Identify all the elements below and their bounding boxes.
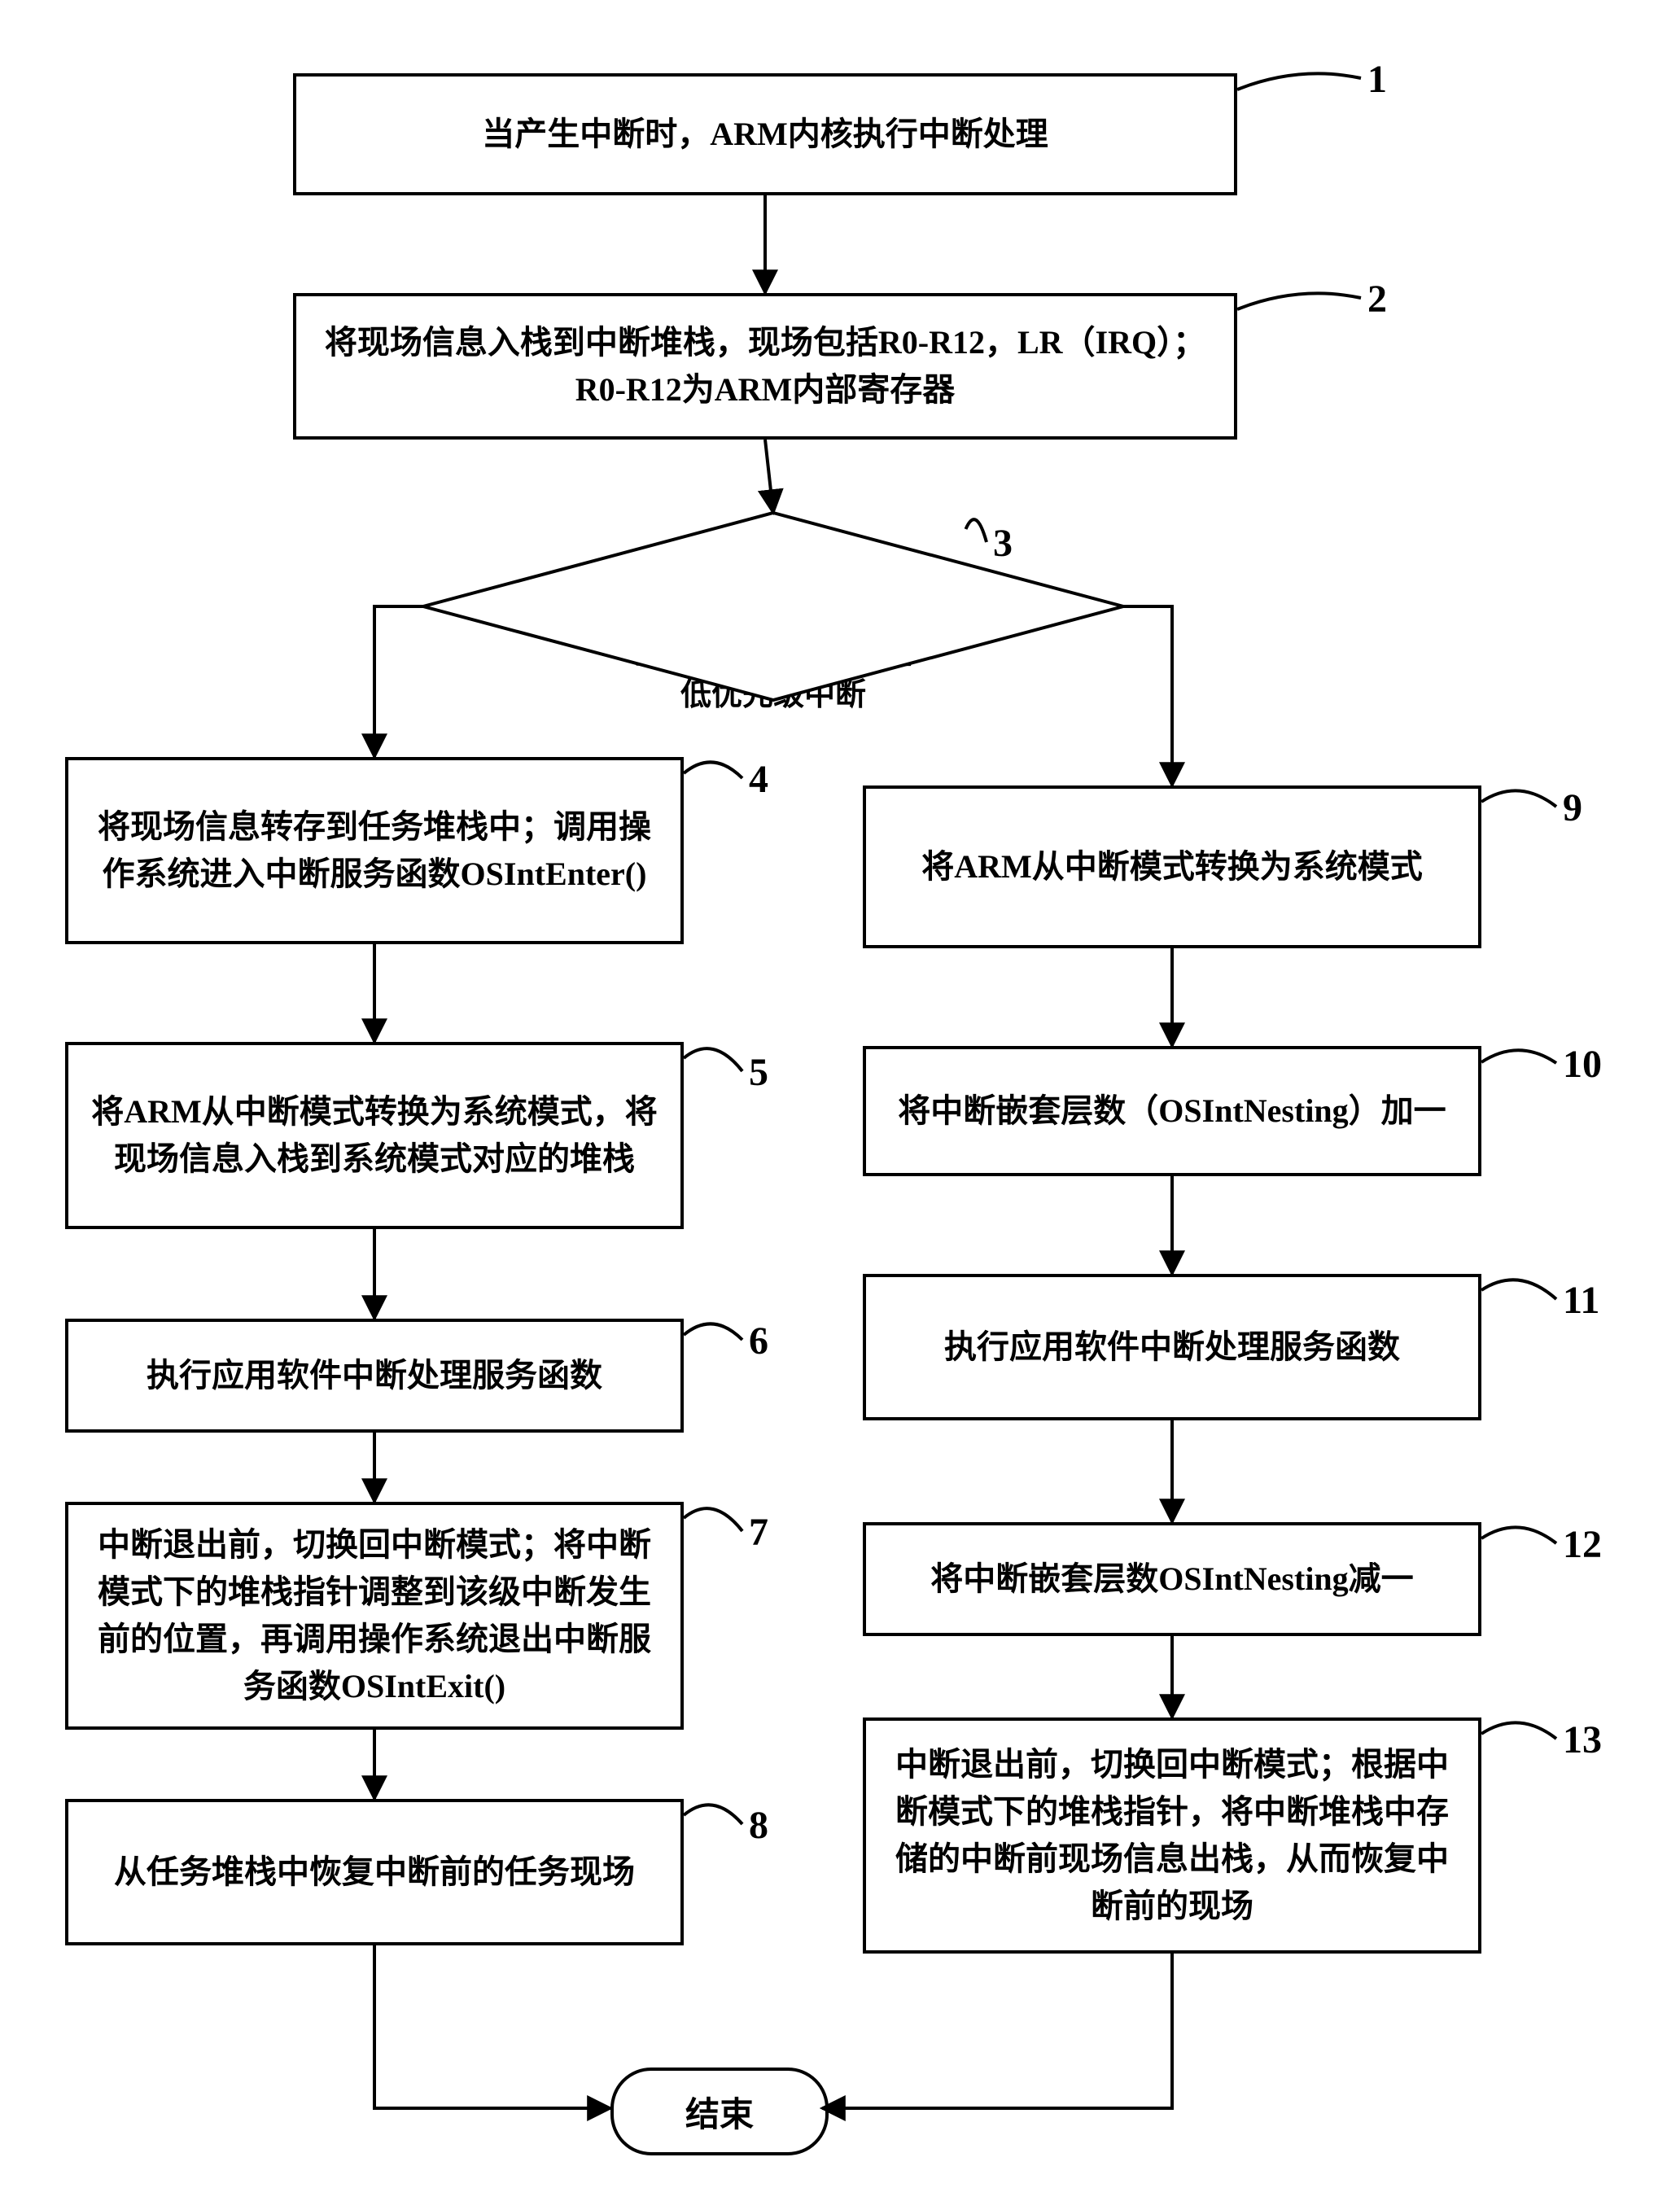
decision-text: 被中断 的对象是否任务还是 低优先级中断 xyxy=(505,549,1042,758)
label-11: 11 xyxy=(1563,1278,1599,1323)
label-2: 2 xyxy=(1367,277,1387,322)
node-4-text: 将现场信息转存到任务堆栈中；调用操作系统进入中断服务函数OSIntEnter() xyxy=(88,803,661,898)
label-13: 13 xyxy=(1563,1717,1602,1762)
node-5-text: 将ARM从中断模式转换为系统模式，将现场信息入栈到系统模式对应的堆栈 xyxy=(88,1088,661,1183)
node-1-text: 当产生中断时，ARM内核执行中断处理 xyxy=(482,111,1048,158)
node-9-text: 将ARM从中断模式转换为系统模式 xyxy=(921,843,1423,890)
label-9: 9 xyxy=(1563,785,1582,830)
label-5: 5 xyxy=(749,1050,768,1095)
terminator-end-text: 结束 xyxy=(685,2087,754,2137)
node-8: 从任务堆栈中恢复中断前的任务现场 xyxy=(65,1799,684,1945)
terminator-end: 结束 xyxy=(610,2068,829,2155)
label-12: 12 xyxy=(1563,1522,1602,1567)
node-9: 将ARM从中断模式转换为系统模式 xyxy=(863,785,1481,948)
node-10-text: 将中断嵌套层数（OSIntNesting）加一 xyxy=(898,1087,1446,1135)
node-2: 将现场信息入栈到中断堆栈，现场包括R0-R12，LR（IRQ）；R0-R12为A… xyxy=(293,293,1237,440)
node-13-text: 中断退出前，切换回中断模式；根据中断模式下的堆栈指针，将中断堆栈中存储的中断前现… xyxy=(886,1741,1459,1930)
node-12-text: 将中断嵌套层数OSIntNesting减一 xyxy=(930,1556,1413,1603)
label-4: 4 xyxy=(749,757,768,802)
node-6-text: 执行应用软件中断处理服务函数 xyxy=(147,1352,602,1399)
node-11-text: 执行应用软件中断处理服务函数 xyxy=(944,1324,1400,1371)
node-1: 当产生中断时，ARM内核执行中断处理 xyxy=(293,73,1237,195)
label-1: 1 xyxy=(1367,57,1387,102)
label-8: 8 xyxy=(749,1803,768,1848)
node-7-text: 中断退出前，切换回中断模式；将中断模式下的堆栈指针调整到该级中断发生前的位置，再… xyxy=(88,1521,661,1710)
node-12: 将中断嵌套层数OSIntNesting减一 xyxy=(863,1522,1481,1636)
node-10: 将中断嵌套层数（OSIntNesting）加一 xyxy=(863,1046,1481,1176)
label-10: 10 xyxy=(1563,1042,1602,1087)
node-6: 执行应用软件中断处理服务函数 xyxy=(65,1319,684,1433)
node-11: 执行应用软件中断处理服务函数 xyxy=(863,1274,1481,1420)
node-5: 将ARM从中断模式转换为系统模式，将现场信息入栈到系统模式对应的堆栈 xyxy=(65,1042,684,1229)
node-4: 将现场信息转存到任务堆栈中；调用操作系统进入中断服务函数OSIntEnter() xyxy=(65,757,684,944)
label-7: 7 xyxy=(749,1510,768,1555)
label-6: 6 xyxy=(749,1319,768,1363)
node-7: 中断退出前，切换回中断模式；将中断模式下的堆栈指针调整到该级中断发生前的位置，再… xyxy=(65,1502,684,1730)
node-2-text: 将现场信息入栈到中断堆栈，现场包括R0-R12，LR（IRQ）；R0-R12为A… xyxy=(316,319,1214,414)
node-13: 中断退出前，切换回中断模式；根据中断模式下的堆栈指针，将中断堆栈中存储的中断前现… xyxy=(863,1717,1481,1954)
node-8-text: 从任务堆栈中恢复中断前的任务现场 xyxy=(114,1849,635,1896)
flowchart-canvas: 当产生中断时，ARM内核执行中断处理 将现场信息入栈到中断堆栈，现场包括R0-R… xyxy=(0,0,1680,2201)
